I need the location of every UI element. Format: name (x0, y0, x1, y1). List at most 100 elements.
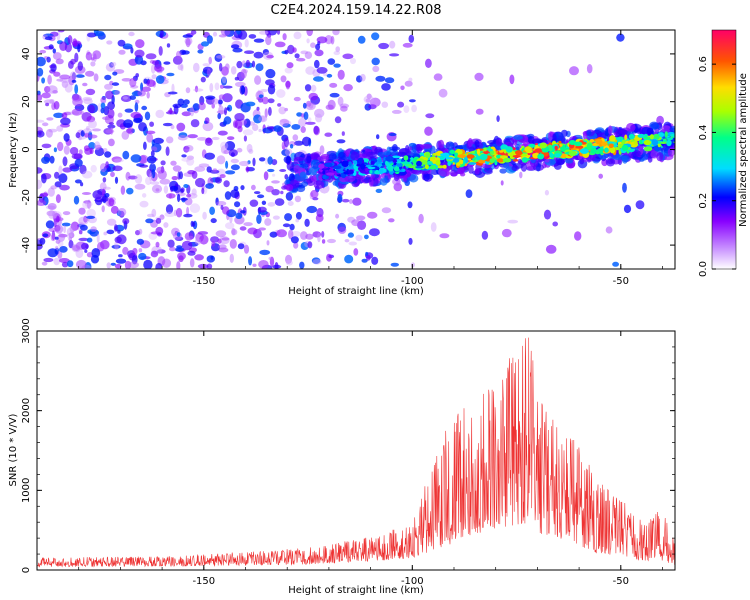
noise-blob (226, 107, 230, 111)
noise-blob (81, 242, 89, 250)
noise-blob (78, 237, 89, 242)
noise-blob (306, 30, 313, 37)
noise-blob (41, 156, 50, 164)
noise-blob (321, 231, 325, 238)
noise-blob (335, 46, 341, 53)
noise-blob (53, 101, 60, 110)
noise-blob (122, 43, 133, 50)
noise-blob (215, 201, 227, 206)
noise-blob (324, 132, 333, 137)
noise-blob (118, 49, 126, 55)
noise-blob (281, 149, 290, 157)
noise-blob (181, 154, 187, 158)
signal-core-blob (392, 159, 398, 163)
noise-blob (105, 129, 115, 134)
noise-blob (259, 30, 269, 35)
noise-blob (165, 204, 174, 215)
noise-blob (248, 148, 254, 154)
noise-blob (71, 94, 82, 102)
noise-blob (253, 51, 264, 59)
noise-blob (105, 161, 109, 169)
noise-blob (285, 192, 294, 201)
signal-core-blob (608, 143, 614, 149)
noise-blob (220, 145, 228, 154)
noise-blob (308, 92, 319, 101)
noise-blob (292, 47, 297, 53)
noise-blob (146, 91, 150, 99)
noise-blob (229, 253, 234, 263)
signal-core-blob (637, 133, 645, 138)
noise-blob (230, 189, 240, 199)
noise-blob (206, 263, 213, 269)
noise-blob (45, 220, 55, 229)
noise-blob (324, 35, 333, 45)
noise-blob (68, 240, 74, 249)
noise-blob (42, 122, 49, 127)
noise-blob (224, 107, 227, 116)
noise-blob (299, 261, 305, 269)
signal-halo-blob (511, 165, 519, 172)
noise-blob (142, 193, 147, 198)
noise-blob (229, 239, 237, 249)
noise-blob (54, 236, 59, 240)
signal-halo-blob (586, 130, 592, 136)
noise-blob (92, 50, 102, 60)
noise-blob (171, 83, 175, 94)
noise-blob (257, 206, 267, 213)
noise-blob (176, 122, 186, 132)
signal-core-blob (604, 147, 609, 153)
signal-core-blob (512, 159, 519, 162)
noise-blob (622, 182, 627, 193)
noise-blob (191, 188, 197, 196)
noise-blob (163, 61, 171, 65)
noise-blob (254, 191, 261, 195)
noise-blob (146, 155, 157, 164)
noise-blob (58, 258, 70, 263)
noise-blob (53, 147, 58, 153)
noise-blob (287, 201, 294, 206)
signal-core-blob (447, 161, 452, 167)
noise-blob (151, 208, 157, 218)
noise-blob (64, 83, 73, 93)
noise-blob (73, 153, 83, 160)
signal-core-blob (579, 148, 589, 154)
noise-blob (221, 75, 227, 84)
noise-blob (94, 141, 101, 151)
noise-blob (107, 101, 115, 110)
noise-blob (114, 176, 119, 184)
noise-blob (230, 158, 239, 164)
noise-blob (86, 199, 92, 209)
noise-blob (111, 156, 123, 163)
signal-core-blob (521, 157, 529, 163)
noise-blob (180, 63, 184, 72)
signal-core-blob (457, 154, 466, 159)
noise-blob (280, 190, 284, 195)
noise-blob (147, 213, 155, 218)
noise-blob (249, 199, 259, 207)
noise-blob (266, 126, 275, 130)
noise-blob (80, 111, 85, 115)
noise-blob (37, 56, 46, 67)
signal-core-blob (671, 142, 675, 145)
x-tick-label: -50 (613, 276, 629, 287)
noise-blob (39, 49, 47, 54)
signal-core-blob (628, 133, 635, 140)
signal-core-blob (514, 150, 523, 156)
colorbar-tick-label: 0.2 (698, 193, 709, 209)
noise-blob (69, 71, 77, 81)
noise-blob (258, 227, 267, 231)
noise-blob (59, 78, 71, 83)
signal-core-blob (664, 131, 668, 137)
signal-halo-blob (313, 180, 325, 190)
noise-blob (257, 194, 265, 199)
noise-blob (272, 215, 280, 220)
noise-blob (162, 122, 173, 127)
noise-blob (141, 86, 151, 92)
noise-blob (284, 49, 289, 55)
noise-blob (272, 264, 282, 269)
noise-blob (261, 200, 267, 205)
signal-halo-blob (370, 173, 375, 179)
noise-blob (46, 210, 56, 217)
signal-core-blob (573, 141, 583, 147)
noise-blob (200, 76, 206, 83)
